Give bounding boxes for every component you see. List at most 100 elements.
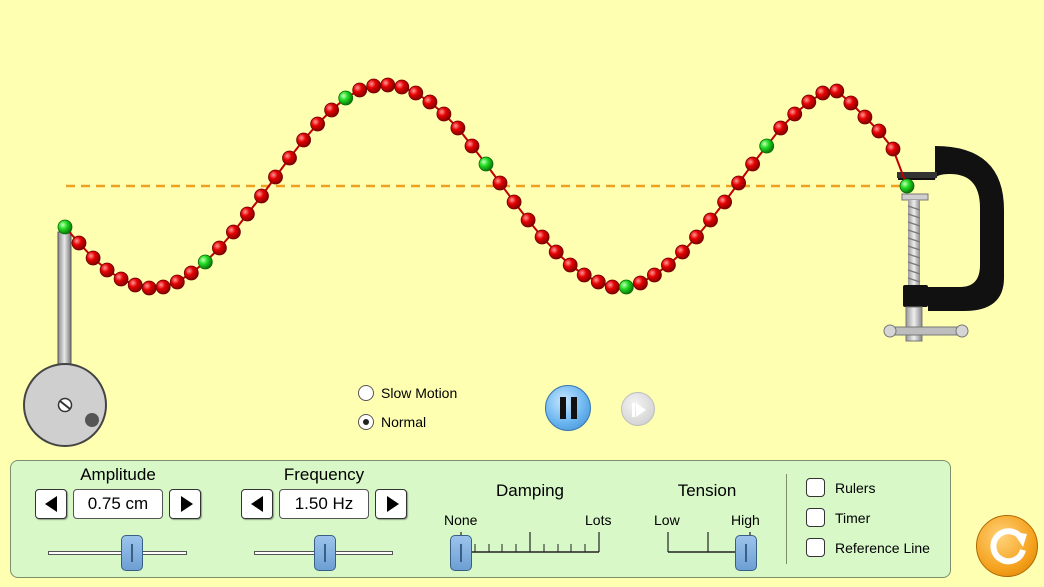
left-arrow-icon <box>251 496 263 512</box>
bead[interactable] <box>380 77 396 93</box>
bead[interactable] <box>843 95 859 111</box>
bead[interactable] <box>352 82 368 98</box>
frequency-increase-button[interactable] <box>375 489 407 519</box>
frequency-decrease-button[interactable] <box>241 489 273 519</box>
amplitude-slider-track[interactable] <box>48 551 187 555</box>
bead[interactable] <box>548 244 564 260</box>
bead[interactable] <box>829 83 845 99</box>
slow-motion-label: Slow Motion <box>381 385 458 401</box>
bead[interactable] <box>310 116 326 132</box>
bead[interactable] <box>604 279 620 295</box>
pause-icon <box>557 397 579 419</box>
bead[interactable] <box>562 257 578 273</box>
amplitude-increase-button[interactable] <box>169 489 201 519</box>
bead[interactable] <box>773 120 789 136</box>
step-button[interactable] <box>621 392 655 426</box>
highlight-bead[interactable] <box>618 279 634 295</box>
tension-slider-thumb[interactable] <box>735 535 757 571</box>
bead[interactable] <box>141 280 157 296</box>
slow-motion-option[interactable]: Slow Motion <box>358 385 457 401</box>
highlight-bead[interactable] <box>478 156 494 172</box>
bead[interactable] <box>590 274 606 290</box>
bead[interactable] <box>366 78 382 94</box>
bead[interactable] <box>450 120 466 136</box>
oscillator-wrench[interactable] <box>23 231 107 447</box>
control-panel <box>10 460 951 578</box>
bead[interactable] <box>787 106 803 122</box>
bead[interactable] <box>254 188 269 204</box>
bead[interactable] <box>745 156 760 172</box>
bead[interactable] <box>534 229 550 245</box>
bead[interactable] <box>211 240 227 256</box>
bead[interactable] <box>520 212 536 228</box>
damping-slider-thumb[interactable] <box>450 535 472 571</box>
bead[interactable] <box>576 267 592 283</box>
damping-slider-track[interactable] <box>455 530 605 556</box>
bead[interactable] <box>268 169 283 185</box>
bead[interactable] <box>113 271 129 287</box>
amplitude-slider-thumb[interactable] <box>121 535 143 571</box>
slow-motion-radio[interactable] <box>358 385 374 401</box>
bead[interactable] <box>155 279 171 295</box>
bead[interactable] <box>183 265 199 281</box>
frequency-value[interactable]: 1.50 Hz <box>279 489 369 519</box>
bead[interactable] <box>717 194 732 210</box>
bead[interactable] <box>633 275 648 291</box>
bead[interactable] <box>885 141 901 157</box>
timer-option[interactable]: Timer <box>806 508 870 527</box>
bead[interactable] <box>85 250 101 266</box>
highlight-bead[interactable] <box>197 254 213 270</box>
bead[interactable] <box>731 175 746 191</box>
right-arrow-icon <box>387 496 399 512</box>
bead[interactable] <box>857 109 873 125</box>
reference-line-option[interactable]: Reference Line <box>806 538 930 557</box>
highlight-bead[interactable] <box>759 138 775 154</box>
bead[interactable] <box>225 224 241 240</box>
bead[interactable] <box>296 132 312 148</box>
bead[interactable] <box>703 212 718 228</box>
bead[interactable] <box>661 257 676 273</box>
bead[interactable] <box>169 274 185 290</box>
bead[interactable] <box>801 94 817 110</box>
reset-button[interactable] <box>976 515 1038 577</box>
pause-button[interactable] <box>545 385 591 431</box>
amplitude-value[interactable]: 0.75 cm <box>73 489 163 519</box>
bead[interactable] <box>436 106 452 122</box>
rulers-checkbox[interactable] <box>806 478 825 497</box>
highlight-bead[interactable] <box>57 219 73 235</box>
tension-min-label: Low <box>654 512 680 528</box>
timer-label: Timer <box>835 509 871 526</box>
bead[interactable] <box>71 235 87 251</box>
reference-line-checkbox[interactable] <box>806 538 825 557</box>
bead[interactable] <box>239 206 255 222</box>
bead[interactable] <box>492 175 508 191</box>
bead[interactable] <box>675 244 690 260</box>
bead[interactable] <box>647 267 662 283</box>
bead[interactable] <box>324 102 340 118</box>
bead[interactable] <box>464 138 480 154</box>
highlight-bead[interactable] <box>899 178 915 194</box>
bead[interactable] <box>408 85 424 101</box>
bead[interactable] <box>871 123 887 139</box>
normal-speed-option[interactable]: Normal <box>358 414 426 430</box>
normal-speed-radio[interactable] <box>358 414 374 430</box>
highlight-bead[interactable] <box>338 90 354 106</box>
bead[interactable] <box>689 229 704 245</box>
rulers-option[interactable]: Rulers <box>806 478 875 497</box>
amplitude-title: Amplitude <box>80 465 156 484</box>
bead[interactable] <box>99 262 115 278</box>
timer-checkbox[interactable] <box>806 508 825 527</box>
amplitude-decrease-button[interactable] <box>35 489 67 519</box>
string-beads[interactable] <box>57 77 915 296</box>
bead[interactable] <box>506 194 522 210</box>
normal-speed-label: Normal <box>381 414 427 430</box>
bead[interactable] <box>127 277 143 293</box>
bead[interactable] <box>394 79 410 95</box>
left-arrow-icon <box>45 496 57 512</box>
bead[interactable] <box>422 94 438 110</box>
bead[interactable] <box>282 150 297 166</box>
frequency-slider-thumb[interactable] <box>314 535 336 571</box>
rulers-label: Rulers <box>835 479 876 496</box>
right-arrow-icon <box>181 496 193 512</box>
bead[interactable] <box>815 85 831 101</box>
